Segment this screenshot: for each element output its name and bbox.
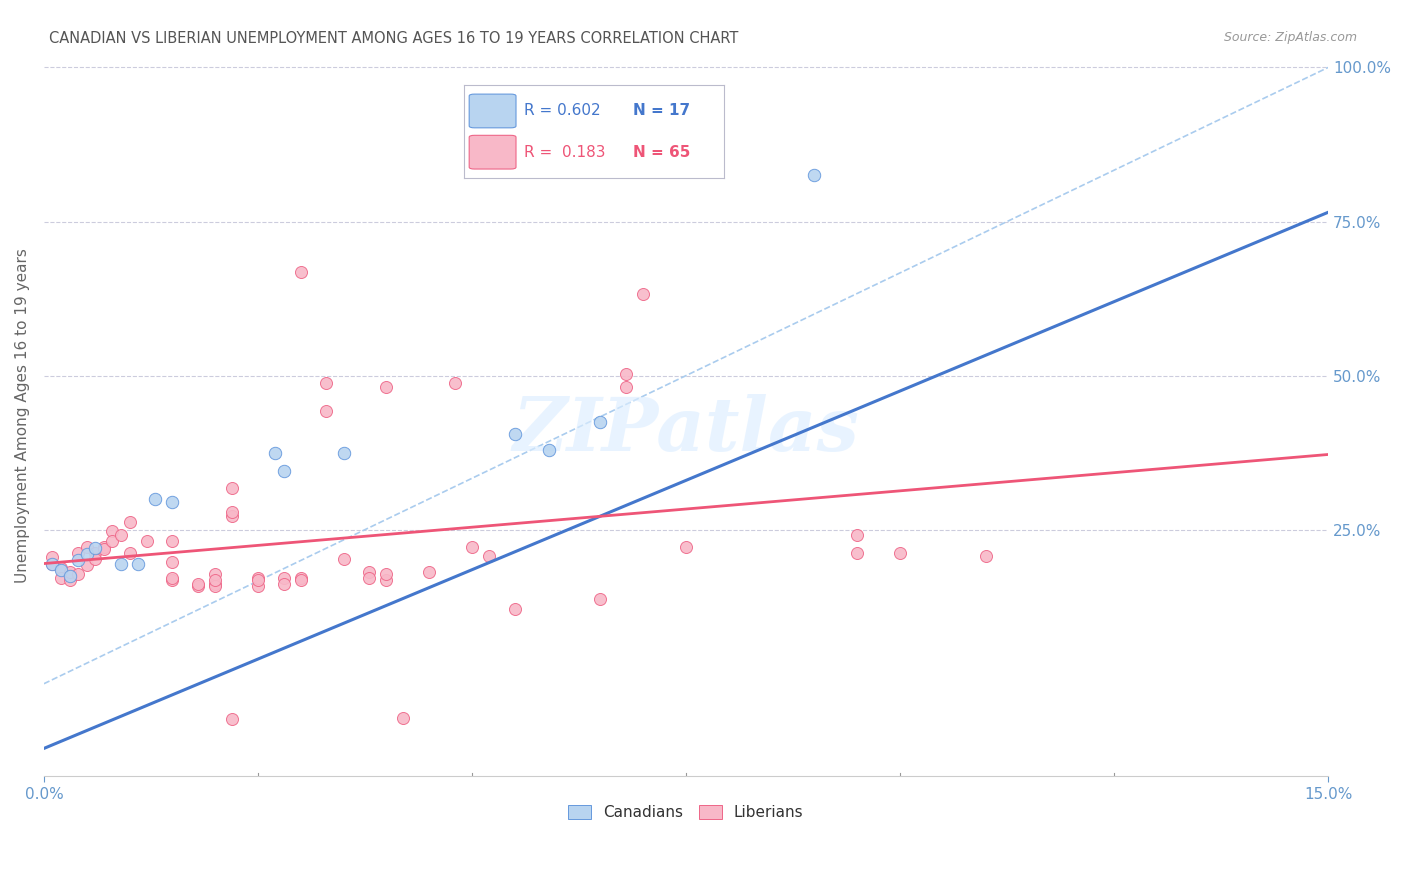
- Point: [187, 579, 209, 593]
- Point: [41, 557, 63, 571]
- Text: R =  0.183: R = 0.183: [524, 145, 606, 160]
- Point: [675, 540, 697, 554]
- Point: [315, 376, 337, 390]
- Point: [375, 567, 398, 582]
- FancyBboxPatch shape: [470, 136, 516, 169]
- Point: [41, 557, 63, 571]
- Point: [49, 563, 72, 577]
- Point: [332, 445, 354, 459]
- Point: [110, 527, 132, 541]
- Point: [246, 573, 269, 587]
- Point: [359, 565, 381, 579]
- Point: [204, 577, 226, 591]
- Point: [846, 546, 869, 560]
- Legend: Canadians, Liberians: Canadians, Liberians: [562, 798, 810, 826]
- Point: [76, 540, 98, 554]
- Point: [67, 546, 90, 560]
- Point: [76, 558, 98, 573]
- Point: [187, 577, 209, 591]
- Point: [84, 541, 107, 556]
- Point: [58, 565, 80, 579]
- Y-axis label: Unemployment Among Ages 16 to 19 years: Unemployment Among Ages 16 to 19 years: [15, 248, 30, 583]
- Text: CANADIAN VS LIBERIAN UNEMPLOYMENT AMONG AGES 16 TO 19 YEARS CORRELATION CHART: CANADIAN VS LIBERIAN UNEMPLOYMENT AMONG …: [49, 31, 738, 46]
- Point: [375, 380, 398, 394]
- Point: [67, 553, 90, 567]
- Point: [221, 713, 243, 727]
- Point: [889, 546, 911, 560]
- Point: [221, 509, 243, 524]
- Point: [273, 464, 295, 478]
- Point: [204, 573, 226, 587]
- Point: [418, 565, 440, 579]
- Point: [315, 404, 337, 418]
- Point: [478, 549, 501, 563]
- Point: [204, 567, 226, 582]
- Text: Source: ZipAtlas.com: Source: ZipAtlas.com: [1223, 31, 1357, 45]
- Text: N = 17: N = 17: [633, 103, 690, 119]
- Point: [84, 552, 107, 566]
- Point: [273, 577, 295, 591]
- Point: [93, 540, 115, 554]
- Point: [221, 505, 243, 519]
- Point: [503, 601, 526, 615]
- Point: [273, 571, 295, 585]
- Point: [846, 527, 869, 541]
- Point: [359, 571, 381, 585]
- Point: [162, 495, 184, 509]
- Point: [461, 540, 484, 554]
- Text: ZIPatlas: ZIPatlas: [513, 394, 859, 467]
- Point: [290, 265, 312, 279]
- Point: [127, 557, 149, 571]
- Point: [84, 546, 107, 560]
- Point: [246, 571, 269, 585]
- Point: [162, 573, 184, 587]
- Point: [135, 533, 157, 548]
- Point: [375, 573, 398, 587]
- Point: [246, 579, 269, 593]
- Point: [974, 549, 997, 563]
- Point: [118, 546, 141, 560]
- Point: [101, 533, 124, 548]
- Point: [93, 542, 115, 557]
- Point: [110, 557, 132, 571]
- Point: [264, 445, 287, 459]
- Point: [444, 376, 467, 390]
- Text: R = 0.602: R = 0.602: [524, 103, 600, 119]
- Point: [162, 571, 184, 585]
- Text: N = 65: N = 65: [633, 145, 690, 160]
- Point: [49, 571, 72, 585]
- Point: [67, 567, 90, 582]
- Point: [589, 591, 612, 606]
- Point: [503, 427, 526, 442]
- Point: [101, 524, 124, 538]
- Point: [392, 711, 415, 725]
- Point: [589, 415, 612, 429]
- Point: [58, 573, 80, 587]
- Point: [41, 550, 63, 565]
- Point: [631, 287, 654, 301]
- Point: [290, 573, 312, 587]
- Point: [803, 169, 825, 183]
- Point: [290, 571, 312, 585]
- Point: [118, 516, 141, 530]
- Point: [58, 569, 80, 583]
- Point: [162, 555, 184, 569]
- Point: [76, 547, 98, 561]
- Point: [162, 533, 184, 548]
- FancyBboxPatch shape: [470, 95, 516, 128]
- Point: [143, 491, 166, 506]
- Point: [332, 552, 354, 566]
- Point: [221, 481, 243, 495]
- Point: [49, 561, 72, 575]
- Point: [614, 368, 637, 382]
- Point: [204, 579, 226, 593]
- Point: [614, 380, 637, 394]
- Point: [537, 442, 560, 457]
